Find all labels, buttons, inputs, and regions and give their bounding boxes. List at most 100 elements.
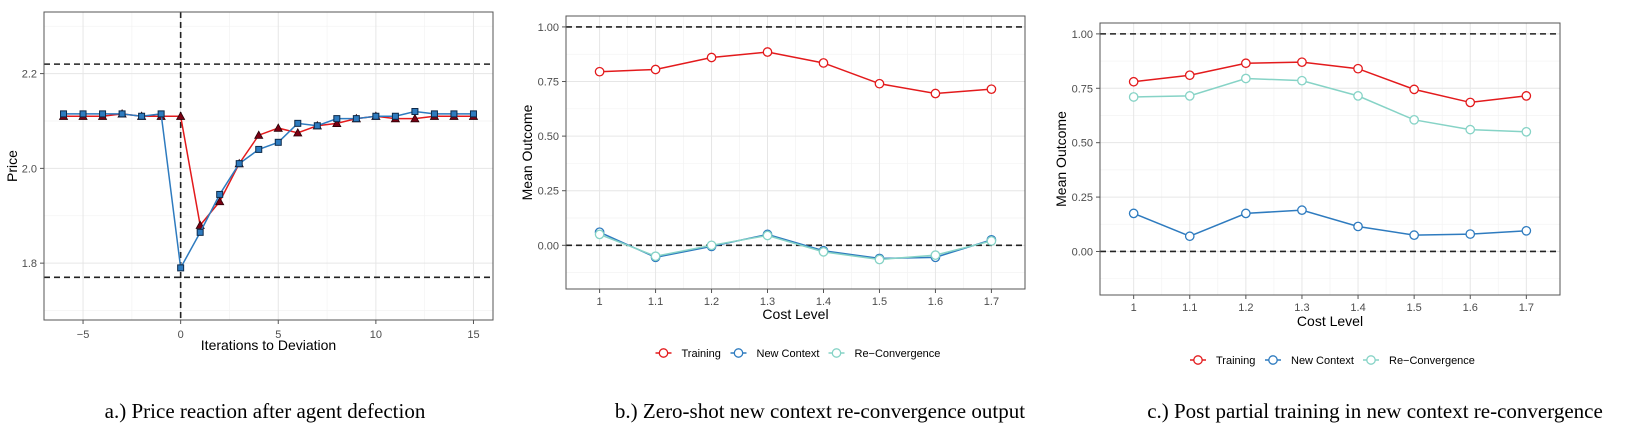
data-point <box>215 196 225 206</box>
data-point <box>930 250 941 260</box>
data-point <box>1184 91 1195 101</box>
data-point <box>60 110 68 118</box>
data-point <box>1465 97 1476 108</box>
data-point <box>1297 75 1307 86</box>
x-tick-label: 1.3 <box>1294 302 1309 314</box>
data-point <box>175 111 186 120</box>
caption-b: b.) Zero-shot new context re-convergence… <box>614 399 1026 423</box>
data-point <box>99 110 107 118</box>
plot-border <box>1099 22 1561 296</box>
data-point <box>196 228 204 236</box>
y-tick-label: 0.25 <box>1072 192 1093 204</box>
x-tick-label: 1.1 <box>1182 302 1197 314</box>
x-tick-label: 1 <box>597 296 603 308</box>
data-point <box>157 110 165 118</box>
series-line <box>1133 61 1527 104</box>
x-tick-label: 1.2 <box>704 296 719 308</box>
data-point <box>1521 91 1532 101</box>
legend-key-marker <box>733 348 744 358</box>
data-point <box>235 160 243 168</box>
legend-key-marker <box>658 348 669 358</box>
legend-label: Training <box>1216 355 1255 367</box>
x-tick-label: 1.6 <box>928 296 943 308</box>
data-point <box>818 247 829 257</box>
data-point <box>293 128 303 137</box>
legend-label: New Context <box>757 348 820 360</box>
y-tick-label: 2.0 <box>22 163 37 175</box>
data-point <box>1409 230 1419 241</box>
data-point <box>177 264 185 272</box>
data-point <box>1241 208 1251 219</box>
data-point <box>195 220 205 229</box>
data-point <box>762 47 773 57</box>
data-point <box>1241 58 1251 69</box>
data-point <box>391 112 399 120</box>
data-point <box>650 251 661 262</box>
y-tick-label: 0.25 <box>538 186 559 198</box>
y-tick-label: 0.00 <box>538 240 559 252</box>
plot-border <box>43 11 494 321</box>
data-point <box>1521 126 1532 137</box>
y-axis-title: Price <box>4 150 20 182</box>
x-tick-label: 1.5 <box>1406 302 1421 314</box>
x-tick-label: 1 <box>1131 302 1137 314</box>
data-point <box>1184 70 1195 81</box>
y-tick-label: 1.00 <box>1072 29 1093 41</box>
x-tick-label: 1.4 <box>816 296 831 308</box>
data-point <box>216 190 224 198</box>
series-line <box>1133 77 1527 133</box>
data-point <box>138 112 146 120</box>
data-point <box>818 58 829 68</box>
data-point <box>1465 229 1476 239</box>
data-point <box>986 236 997 246</box>
legend-label: Re−Convergence <box>1389 355 1475 367</box>
x-tick-label: 10 <box>370 329 382 341</box>
legend-label: Training <box>682 348 721 360</box>
data-point <box>255 145 263 153</box>
data-point <box>332 118 342 127</box>
y-tick-label: 1.8 <box>22 258 37 270</box>
caption-c: c.) Post partial training in new context… <box>1147 399 1603 423</box>
data-point <box>1409 84 1419 95</box>
y-axis-title: Mean Outcome <box>1053 111 1069 207</box>
data-point <box>313 122 321 130</box>
x-tick-label: 1.3 <box>760 296 775 308</box>
chart-2: 1 1.1 1.2 1.3 1.4 1.5 1.6 1.7 0.00 0.25 0.50 0.75 1.… <box>519 15 1026 360</box>
data-point <box>986 84 997 95</box>
data-point <box>1128 92 1139 102</box>
data-point <box>254 130 264 139</box>
data-point <box>874 78 885 89</box>
data-point <box>1409 114 1419 125</box>
y-tick-label: 0.00 <box>1072 246 1093 258</box>
data-point <box>469 110 477 118</box>
y-axis-title: Mean Outcome <box>519 104 535 200</box>
data-point <box>762 230 773 241</box>
data-point <box>79 110 87 118</box>
data-point <box>352 115 360 123</box>
x-tick-label: 1.2 <box>1238 302 1253 314</box>
legend-key-marker <box>831 348 842 358</box>
legend-label: Re−Convergence <box>855 348 941 360</box>
data-point <box>1353 91 1363 101</box>
data-point <box>274 138 282 146</box>
y-tick-label: 0.75 <box>538 77 559 89</box>
chart-3: 1 1.1 1.2 1.3 1.4 1.5 1.6 1.7 0.00 0.25 0.50 0.75 1.… <box>1053 22 1561 367</box>
x-tick-label: 15 <box>467 329 479 341</box>
data-point <box>1297 205 1307 215</box>
x-axis-title: Iterations to Deviation <box>201 337 336 353</box>
x-tick-label: 0 <box>178 329 184 341</box>
x-axis-title: Cost Level <box>1297 313 1363 329</box>
y-tick-label: 0.75 <box>1072 83 1093 95</box>
x-tick-label: 1.6 <box>1463 302 1478 314</box>
plot-panel <box>44 12 493 320</box>
data-point <box>1353 221 1363 232</box>
x-tick-label: 1.7 <box>1519 302 1534 314</box>
data-point <box>411 108 419 116</box>
x-tick-label: 1.1 <box>648 296 663 308</box>
series-line <box>599 233 992 261</box>
data-point <box>1128 208 1139 219</box>
chart-1: −5 0 5 10 15 1.8 2.0 2.2 Iterations to Deviation… <box>4 11 494 353</box>
x-tick-label: 5 <box>275 329 281 341</box>
legend-key-marker <box>1193 355 1203 365</box>
data-point <box>1465 124 1476 135</box>
